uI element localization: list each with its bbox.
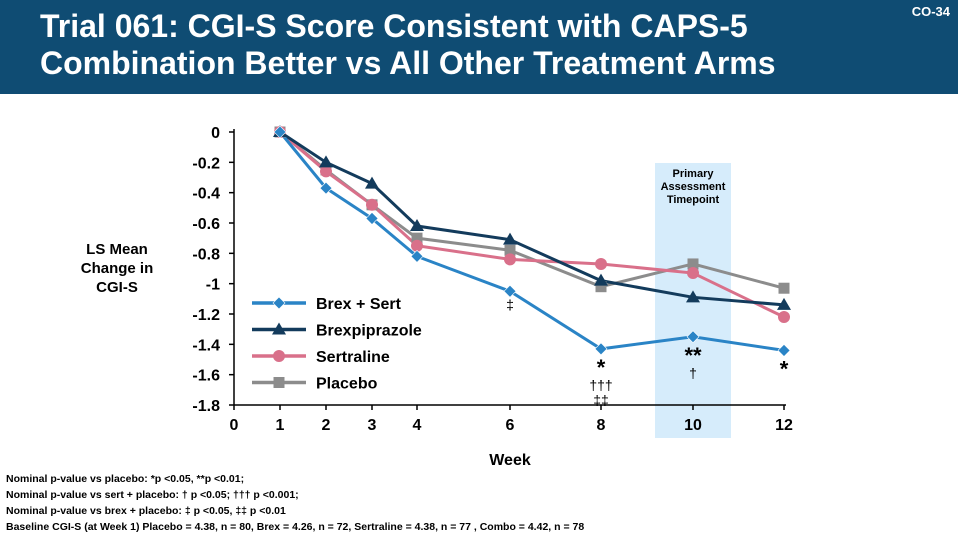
y-tick-label: -1.4	[192, 337, 220, 354]
title-bar: Trial 061: CGI-S Score Consistent with C…	[0, 0, 958, 94]
legend-label: Sertraline	[316, 349, 390, 366]
data-point-brexpiprazole	[686, 290, 700, 303]
series-line-sertraline	[279, 130, 785, 319]
x-tick-label: 2	[322, 417, 331, 434]
data-point-sertraline	[778, 311, 790, 324]
series-line-brex-sert	[278, 131, 785, 352]
data-point-brexpiprazole	[319, 155, 333, 168]
x-axis-label: Week	[489, 452, 531, 469]
data-point-placebo	[595, 281, 607, 293]
y-tick-label: -0.6	[192, 216, 220, 233]
y-tick-label: -1.2	[192, 307, 220, 324]
x-tick-label: 12	[775, 417, 793, 434]
data-point-brex-sert	[319, 181, 333, 195]
footnote-baseline: Baseline CGI-S (at Week 1) Placebo = 4.3…	[6, 521, 585, 533]
significance-mark: **	[684, 343, 702, 368]
y-axis-label: LS Mean Change in CGI-S	[80, 241, 154, 296]
x-tick-label: 8	[597, 417, 606, 434]
data-point-brex-sert	[410, 249, 424, 263]
slide-title-line-2: Combination Better vs All Other Treatmen…	[40, 45, 776, 81]
data-point-sertraline	[595, 257, 607, 270]
y-tick-label: -1.6	[192, 368, 220, 385]
data-point-brexpiprazole	[503, 232, 517, 245]
data-point-placebo	[687, 258, 699, 270]
data-point-brex-sert	[594, 342, 608, 356]
data-point-brex-sert	[365, 212, 379, 225]
slide-title-line-1: Trial 061: CGI-S Score Consistent with C…	[40, 8, 748, 44]
footnote-sert: Nominal p-value vs sert + placebo: † p <…	[6, 489, 299, 501]
significance-mark: †	[689, 365, 697, 381]
data-point-brexpiprazole	[777, 297, 791, 310]
y-tick-label: -0.2	[192, 155, 220, 172]
data-point-brexpiprazole	[594, 273, 608, 286]
data-point-placebo	[504, 244, 516, 256]
data-point-sertraline	[504, 253, 516, 266]
data-point-brexpiprazole	[410, 219, 424, 232]
legend-marker	[273, 350, 285, 362]
data-point-sertraline	[320, 165, 332, 178]
legend-label: Brexpiprazole	[316, 323, 422, 340]
significance-mark: †††	[589, 377, 612, 393]
legend-marker	[273, 377, 285, 388]
data-point-sertraline	[687, 267, 699, 280]
data-point-brex-sert	[273, 125, 287, 139]
slide-code: CO-34	[911, 4, 950, 19]
data-point-brex-sert	[503, 284, 517, 298]
data-point-sertraline	[411, 239, 423, 252]
primary-timepoint-label: Timepoint	[667, 194, 720, 206]
data-point-placebo	[411, 232, 423, 244]
significance-mark: *	[780, 356, 789, 381]
y-tick-label: -0.4	[192, 186, 220, 203]
legend-label: Brex + Sert	[316, 296, 402, 313]
x-tick-label: 3	[368, 417, 377, 434]
data-point-sertraline	[366, 198, 378, 211]
data-point-brex-sert	[777, 343, 791, 357]
legend-marker	[272, 296, 286, 310]
significance-mark: *	[597, 355, 606, 380]
data-point-brexpiprazole	[365, 176, 379, 189]
data-point-placebo	[778, 282, 790, 294]
x-tick-label: 1	[276, 417, 285, 434]
y-tick-label: -0.8	[192, 246, 220, 263]
primary-timepoint-label: Primary	[673, 168, 715, 180]
footnotes: Nominal p-value vs placebo: *p <0.05, **…	[6, 471, 584, 535]
significance-mark: ‡‡	[593, 392, 609, 408]
y-tick-label: -1.8	[192, 398, 220, 415]
series-line-brexpiprazole	[279, 130, 785, 307]
x-tick-label: 6	[506, 417, 515, 434]
footnote-placebo: Nominal p-value vs placebo: *p <0.05, **…	[6, 473, 245, 485]
legend-label: Placebo	[316, 376, 378, 393]
footnote-brex: Nominal p-value vs brex + placebo: ‡ p <…	[6, 505, 286, 517]
y-tick-label: 0	[211, 125, 220, 142]
legend-marker	[272, 322, 286, 335]
x-tick-label: 0	[230, 417, 239, 434]
significance-mark: ‡	[506, 296, 514, 312]
x-tick-label: 4	[413, 417, 422, 434]
data-point-brex-sert	[686, 330, 700, 344]
primary-timepoint-label: Assessment	[661, 181, 726, 193]
y-tick-label: -1	[206, 277, 220, 294]
x-tick-label: 10	[684, 417, 702, 434]
